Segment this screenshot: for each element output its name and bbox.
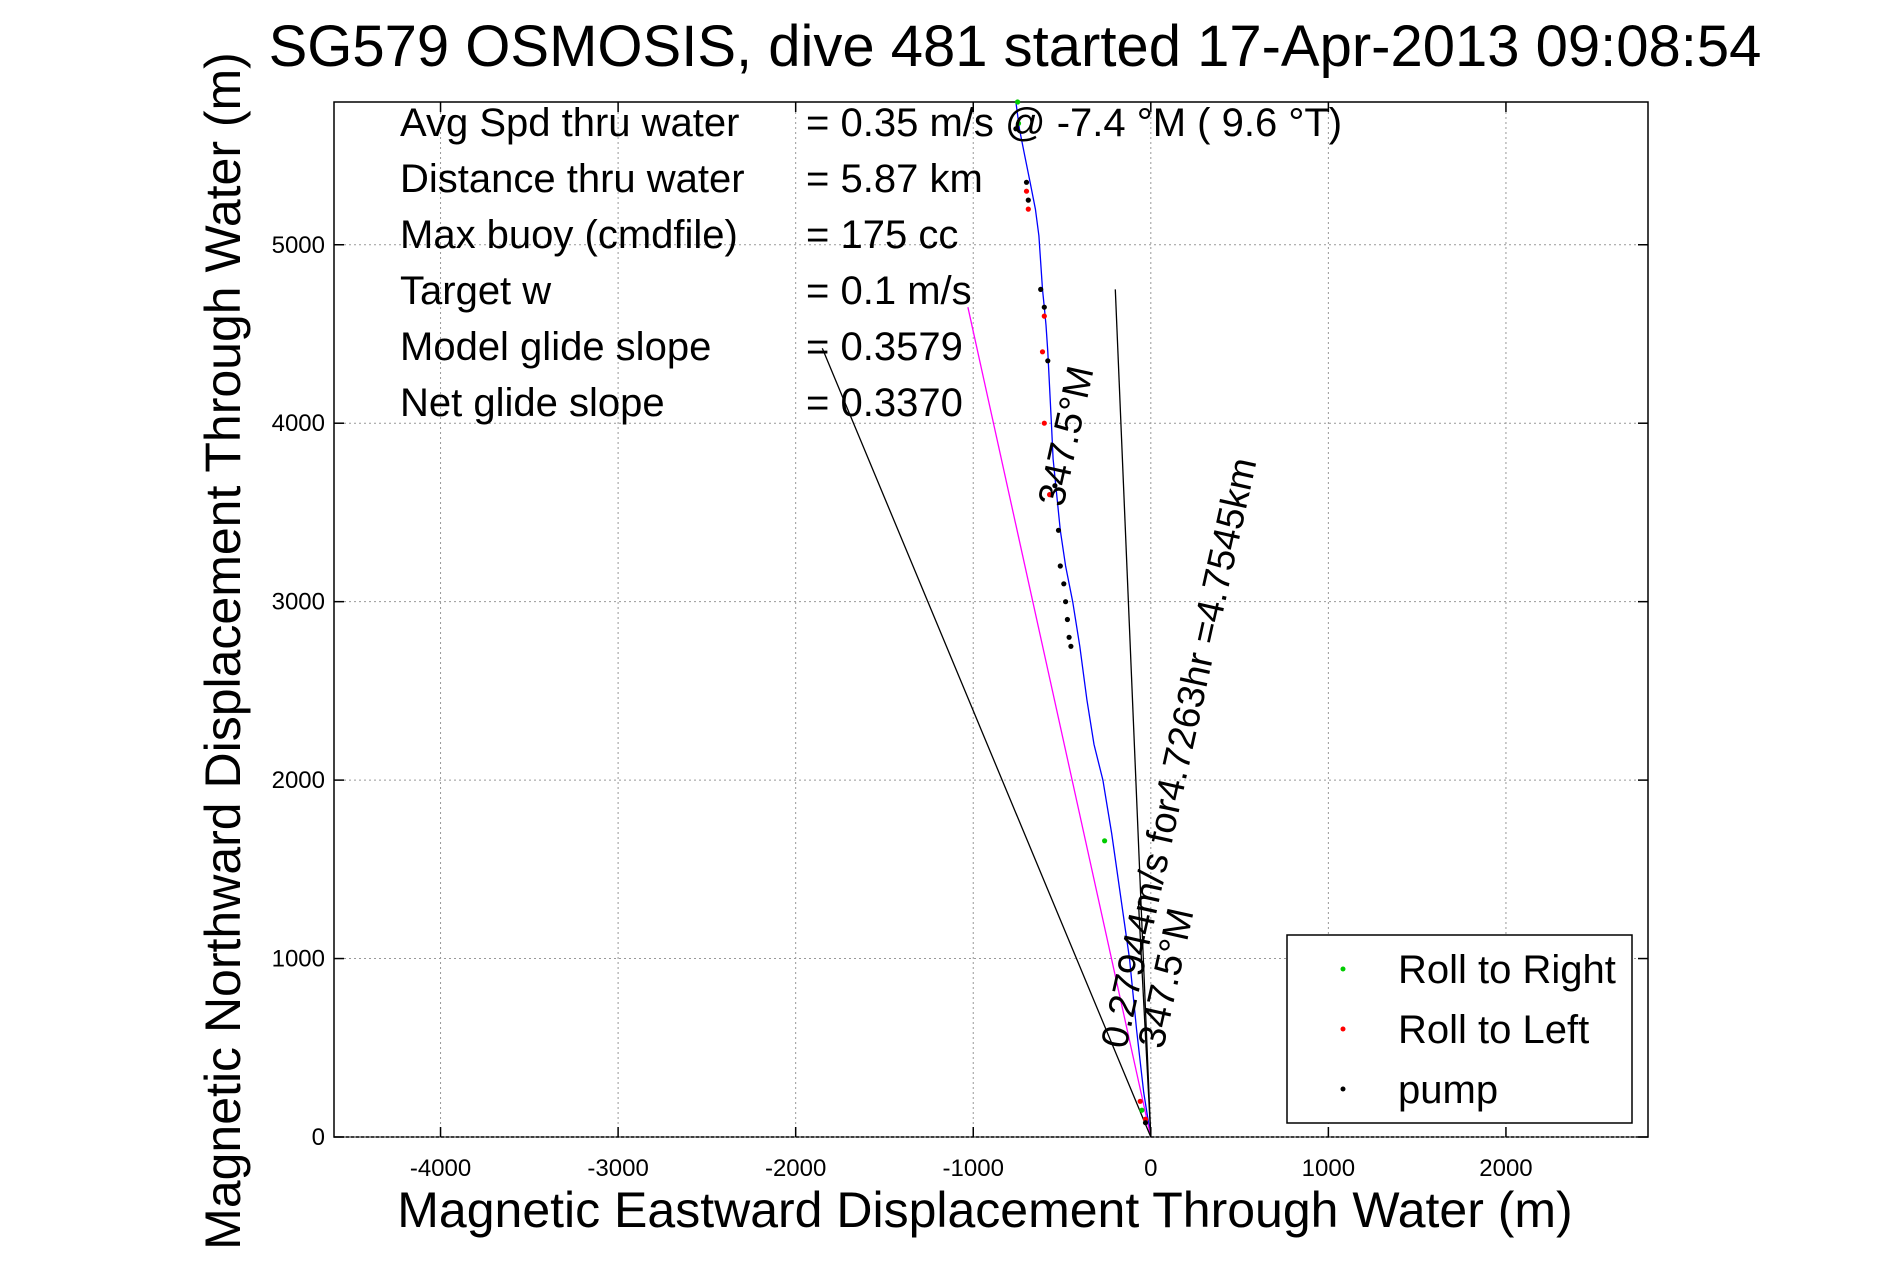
legend: Roll to Right Roll to Left pump: [1286, 934, 1633, 1124]
y-tick-label: 0: [312, 1124, 325, 1151]
marker-roll-to-right: [1139, 1107, 1145, 1113]
marker-roll-to-left: [1023, 188, 1030, 194]
stat-value: = 0.1 m/s: [806, 269, 972, 313]
marker-roll-to-right: [1102, 838, 1108, 844]
marker-pump: [1066, 634, 1072, 640]
series-line: [1015, 101, 1152, 1138]
stat-label: Target w: [400, 269, 551, 313]
marker-pump: [1068, 643, 1074, 649]
marker-pump: [1025, 197, 1031, 203]
marker-pump: [1061, 581, 1067, 587]
marker-pump: [1052, 483, 1058, 489]
stat-value: = 0.35 m/s @ -7.4 °M ( 9.6 °T): [806, 101, 1342, 145]
series-markers: [1013, 99, 1149, 1126]
series-line: [1137, 901, 1152, 1138]
legend-marker-roll-left: [1340, 1026, 1346, 1032]
legend-marker-roll-right: [1340, 966, 1346, 972]
marker-pump: [1063, 599, 1069, 605]
x-ticks: -4000 -3000 -2000 -1000 0 1000 2000: [410, 102, 1533, 1182]
legend-marker-pump: [1340, 1086, 1346, 1092]
chart-title: SG579 OSMOSIS, dive 481 started 17-Apr-2…: [269, 14, 1762, 79]
marker-pump: [1038, 286, 1044, 292]
marker-roll-to-right: [1015, 120, 1022, 126]
x-tick-label: 0: [1144, 1155, 1157, 1182]
marker-pump: [1142, 1120, 1149, 1126]
y-tick-label: 5000: [272, 232, 325, 259]
series-lines: [821, 101, 1152, 1138]
y-tick-label: 1000: [272, 946, 325, 973]
series-line: [1114, 289, 1152, 1138]
marker-pump: [1041, 304, 1047, 310]
marker-roll-to-left: [1025, 206, 1031, 212]
series-line: [967, 307, 1152, 1138]
x-tick-label: -1000: [943, 1155, 1004, 1182]
stat-value: = 175 cc: [806, 213, 958, 257]
stat-value: = 0.3579: [806, 325, 963, 369]
x-tick-label: -3000: [587, 1155, 648, 1182]
x-tick-label: 1000: [1302, 1155, 1355, 1182]
marker-roll-to-left: [1041, 313, 1047, 319]
marker-pump: [1057, 563, 1063, 569]
stat-value: = 5.87 km: [806, 157, 983, 201]
marker-roll-to-left: [1047, 492, 1053, 498]
stat-label: Distance thru water: [400, 157, 745, 201]
stat-label: Net glide slope: [400, 381, 665, 425]
legend-label-roll-left: Roll to Left: [1398, 1008, 1589, 1052]
x-tick-label: -2000: [765, 1155, 826, 1182]
y-tick-label: 2000: [272, 767, 325, 794]
series-line: [821, 348, 1152, 1138]
marker-pump: [1055, 527, 1062, 533]
marker-roll-to-right: [1015, 99, 1021, 105]
x-axis-label: Magnetic Eastward Displacement Through W…: [397, 1182, 1572, 1238]
y-axis-label: Magnetic Northward Displacement Through …: [195, 52, 251, 1250]
stat-value: = 0.3370: [806, 381, 963, 425]
stats-block: Avg Spd thru water = 0.35 m/s @ -7.4 °M (…: [400, 101, 1342, 425]
marker-pump: [1023, 179, 1030, 185]
y-tick-label: 4000: [272, 410, 325, 437]
marker-pump: [1013, 126, 1019, 132]
stat-label: Avg Spd thru water: [400, 101, 739, 145]
stat-label: Model glide slope: [400, 325, 711, 369]
marker-roll-to-left: [1041, 420, 1047, 426]
marker-pump: [1064, 616, 1070, 623]
marker-roll-to-left: [1137, 1098, 1143, 1104]
stat-label: Max buoy (cmdfile): [400, 213, 738, 257]
marker-pump: [1045, 358, 1051, 364]
marker-roll-to-left: [1039, 349, 1046, 355]
y-ticks: 0 1000 2000 3000 4000 5000: [272, 232, 1648, 1151]
y-tick-label: 3000: [272, 589, 325, 616]
legend-label-pump: pump: [1398, 1068, 1498, 1112]
x-tick-label: -4000: [410, 1155, 471, 1182]
legend-label-roll-right: Roll to Right: [1398, 948, 1616, 992]
x-tick-label: 2000: [1479, 1155, 1532, 1182]
